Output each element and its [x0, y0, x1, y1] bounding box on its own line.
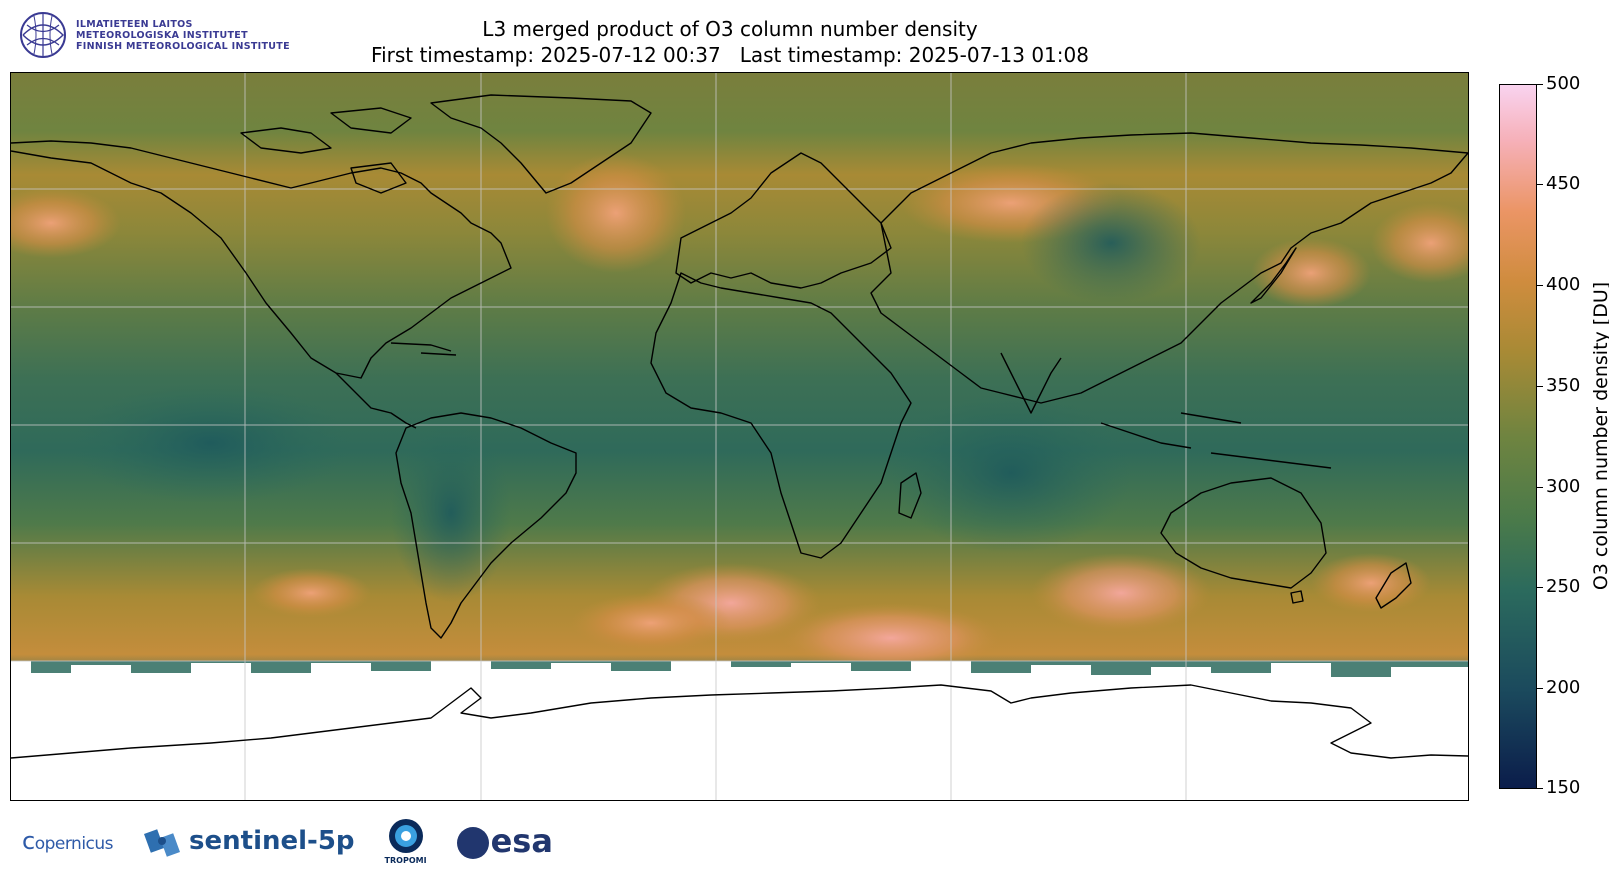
- colorbar-tick-label: 150: [1546, 777, 1581, 798]
- sentinel-logo: sentinel-5p: [143, 821, 355, 861]
- colorbar-tick-label: 300: [1546, 476, 1581, 497]
- ozone-highs: [11, 153, 1468, 673]
- colorbar-tick: [1537, 487, 1543, 488]
- colorbar-tick-label: 250: [1546, 576, 1581, 597]
- esa-circle-icon: [456, 827, 489, 859]
- colorbar-title: O3 column number density [DU]: [1590, 281, 1609, 591]
- colorbar-tick: [1537, 285, 1543, 286]
- colorbar-tick: [1537, 788, 1543, 789]
- org-name-line-1: ILMATIETEEN LAITOS: [76, 18, 193, 30]
- sentinel-wordmark: sentinel-5p: [189, 826, 355, 856]
- copernicus-c-icon: c: [22, 827, 35, 855]
- colorbar-tick-label: 350: [1546, 375, 1581, 396]
- title-line-2: First timestamp: 2025-07-12 00:37 Last t…: [371, 43, 1089, 67]
- fmi-emblem-icon: [20, 12, 66, 58]
- satellite-icon: [144, 829, 181, 857]
- colorbar: [1499, 84, 1537, 789]
- colorbar-tick-label: 200: [1546, 677, 1581, 698]
- tropomi-wordmark: TROPOMI: [384, 855, 427, 865]
- coastlines: [11, 94, 1468, 759]
- footer-logos: copernicus sentinel-5p TROPOMI esa: [22, 816, 553, 866]
- org-name-line-3: FINNISH METEOROLOGICAL INSTITUTE: [76, 40, 290, 52]
- tropomi-logo: TROPOMI: [385, 818, 427, 865]
- ozone-map: [10, 72, 1469, 801]
- colorbar-tick-label: 500: [1546, 73, 1581, 94]
- colorbar-tick-label: 450: [1546, 173, 1581, 194]
- no-data-region: [11, 661, 1468, 800]
- colorbar-tick: [1537, 386, 1543, 387]
- esa-logo: esa: [456, 822, 553, 860]
- tropomi-eye-icon: [388, 818, 423, 853]
- esa-wordmark: esa: [490, 822, 553, 860]
- colorbar-tick-label: 400: [1546, 274, 1581, 295]
- colorbar-tick: [1537, 84, 1543, 85]
- colorbar-tick: [1537, 688, 1543, 689]
- ozone-map-svg: [11, 73, 1468, 800]
- copernicus-logo: copernicus: [22, 827, 114, 855]
- org-name-line-2: METEOROLOGISKA INSTITUTET: [76, 29, 248, 41]
- org-name: ILMATIETEEN LAITOS METEOROLOGISKA INSTIT…: [76, 19, 290, 52]
- colorbar-tick: [1537, 184, 1543, 185]
- colorbar-tick: [1537, 587, 1543, 588]
- copernicus-wordmark: opernicus: [34, 834, 114, 854]
- map-title: L3 merged product of O3 column number de…: [300, 16, 1160, 68]
- title-line-1: L3 merged product of O3 column number de…: [482, 17, 978, 41]
- fmi-logo: ILMATIETEEN LAITOS METEOROLOGISKA INSTIT…: [18, 10, 290, 60]
- gridlines: [11, 73, 1468, 800]
- data-edge: [11, 661, 1468, 677]
